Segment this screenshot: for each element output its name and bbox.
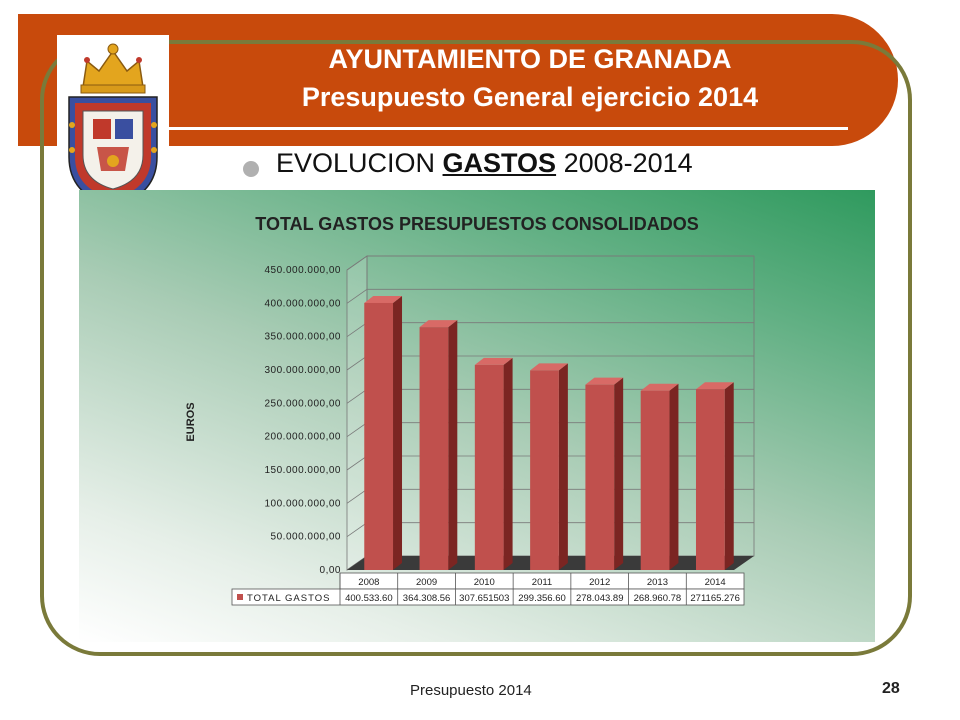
y-tick-label: 0,00: [320, 565, 341, 576]
y-tick-label: 400.000.000,00: [264, 298, 341, 309]
x-tick-label: 2011: [532, 577, 552, 588]
header-divider: [160, 127, 848, 130]
data-label: 271165.276: [690, 593, 740, 604]
chart-area: TOTAL GASTOS PRESUPUESTOS CONSOLIDADOS 0,…: [79, 190, 875, 642]
y-tick-label: 200.000.000,00: [264, 432, 341, 443]
bar-chart: TOTAL GASTOS PRESUPUESTOS CONSOLIDADOS 0,…: [185, 214, 755, 606]
x-tick-label: 2014: [705, 577, 726, 588]
coat-of-arms-icon: [57, 35, 169, 215]
bar: [695, 389, 725, 570]
bar: [585, 384, 615, 570]
table-data-row: [231, 588, 745, 606]
y-tick-label: 150.000.000,00: [264, 465, 341, 476]
chart-title: TOTAL GASTOS PRESUPUESTOS CONSOLIDADOS: [255, 214, 698, 234]
gridline: [346, 255, 754, 271]
data-label: 299.356.60: [518, 593, 566, 604]
data-label: 307.651503: [459, 593, 509, 604]
y-tick-label: 450.000.000,00: [264, 265, 341, 276]
heading-suffix: 2008-2014: [556, 148, 693, 178]
y-tick-label: 300.000.000,00: [264, 365, 341, 376]
bar-top: [474, 357, 513, 365]
x-tick-label: 2012: [589, 577, 610, 588]
bar: [640, 390, 670, 570]
data-label: 278.043.89: [576, 593, 624, 604]
bar-top: [364, 295, 403, 303]
bar: [530, 370, 559, 570]
bar-side: [614, 377, 624, 570]
x-tick-label: 2009: [416, 577, 437, 588]
x-tick-label: 2010: [474, 577, 495, 588]
data-label: 364.308.56: [403, 593, 451, 604]
y-tick-label: 100.000.000,00: [264, 498, 341, 509]
bar: [364, 302, 394, 570]
data-label: 400.533.60: [345, 593, 393, 604]
bar-side: [669, 383, 679, 570]
bullet-icon: [243, 161, 259, 177]
legend-swatch: [237, 594, 243, 600]
y-tick-label: 50.000.000,00: [271, 532, 341, 543]
bar-side: [724, 382, 734, 570]
slide-subtitle: Presupuesto General ejercicio 2014: [301, 82, 759, 112]
gridline: [346, 288, 754, 304]
heading-emphasis: GASTOS: [442, 148, 557, 178]
legend-label: TOTAL GASTOS: [247, 593, 330, 604]
y-tick-label: 250.000.000,00: [264, 398, 341, 409]
chart-side-wall: [346, 255, 368, 571]
footer-text: Presupuesto 2014: [410, 682, 532, 699]
x-tick-label: 2008: [358, 577, 379, 588]
slide-title: AYUNTAMIENTO DE GRANADA: [328, 44, 732, 74]
bar-side: [558, 363, 568, 570]
bar-side: [448, 320, 458, 570]
bar-side: [393, 295, 403, 570]
bar-top: [530, 363, 568, 371]
bar: [419, 327, 449, 570]
gridline: [346, 322, 754, 337]
section-heading: EVOLUCION GASTOS 2008-2014: [276, 148, 693, 179]
heading-prefix: EVOLUCION: [276, 148, 443, 178]
bar-top: [585, 377, 624, 385]
data-label: 268.960.78: [634, 593, 682, 604]
bar-top: [419, 320, 458, 328]
bar-side: [503, 357, 513, 570]
slide-frame: [40, 40, 912, 656]
y-axis-label: EUROS: [185, 402, 197, 441]
page-number: 28: [882, 680, 900, 697]
bar-top: [695, 382, 734, 390]
x-tick-label: 2013: [647, 577, 668, 588]
y-tick-label: 350.000.000,00: [264, 332, 341, 343]
bar-top: [640, 383, 679, 391]
bar: [474, 364, 504, 570]
